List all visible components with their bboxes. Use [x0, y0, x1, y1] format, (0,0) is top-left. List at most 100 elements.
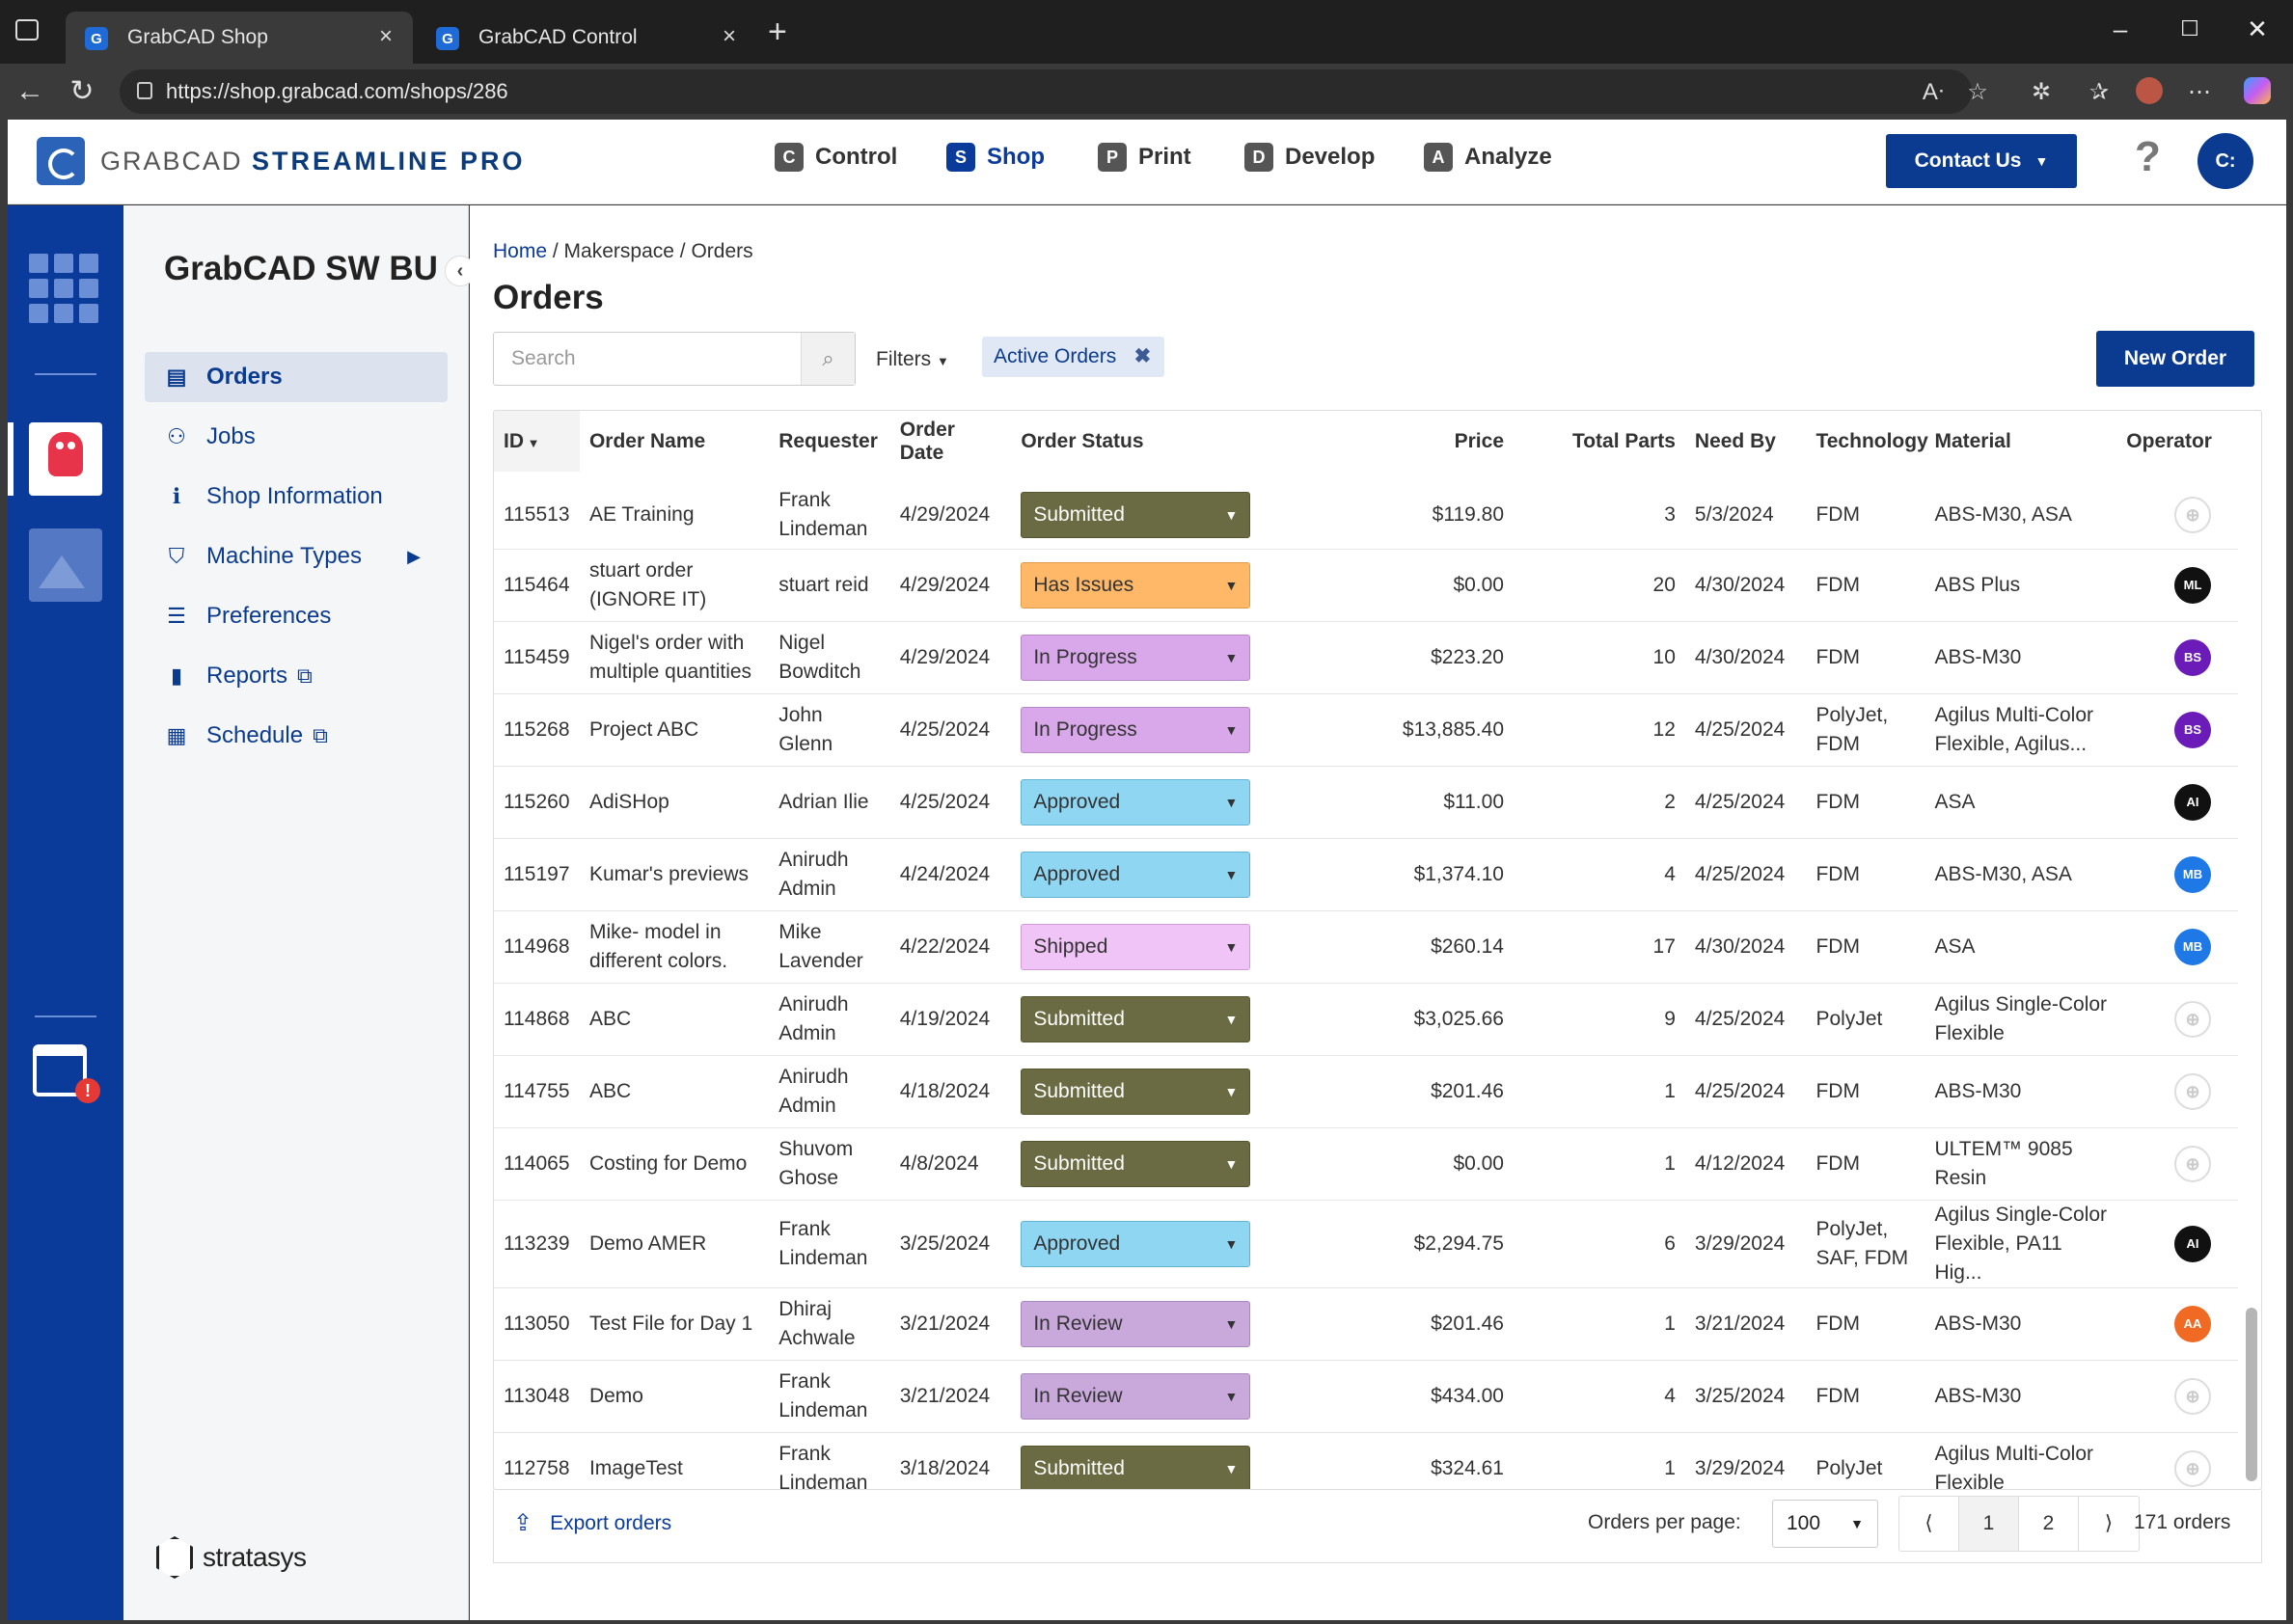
nav-shop[interactable]: S Shop: [946, 143, 1045, 172]
column-header-name[interactable]: Order Name: [579, 411, 770, 477]
table-row[interactable]: 115513 AE Training Frank Lindeman 4/29/2024…: [494, 472, 2238, 550]
assign-operator-icon[interactable]: ⊕: [2174, 1449, 2211, 1487]
operator-avatar[interactable]: BS: [2174, 711, 2211, 748]
table-row[interactable]: 115260 AdiSHop Adrian Ilie 4/25/2024 Approve…: [494, 766, 2238, 839]
column-header-need-by[interactable]: Need By: [1684, 411, 1807, 477]
table-row[interactable]: 115197 Kumar's previews Anirudh Admin 4/24/…: [494, 838, 2238, 911]
remove-filter-icon[interactable]: ✖: [1133, 345, 1152, 367]
column-header-date[interactable]: Order Date: [889, 411, 1012, 477]
close-tab-icon[interactable]: ×: [378, 23, 393, 49]
assign-operator-icon[interactable]: ⊕: [2174, 1145, 2211, 1182]
order-status-select[interactable]: Approved ▼: [1021, 851, 1251, 898]
operator-avatar[interactable]: MB: [2174, 928, 2211, 965]
sidebar-item-jobs[interactable]: ⚇ Jobs: [145, 412, 448, 462]
sidebar-item-orders[interactable]: ▤ Orders: [145, 352, 448, 402]
operator-avatar[interactable]: BS: [2174, 638, 2211, 676]
column-header-id[interactable]: ID ▼: [494, 411, 580, 477]
filters-dropdown[interactable]: Filters ▼: [876, 348, 949, 371]
maximize-icon[interactable]: ☐: [2180, 16, 2199, 41]
order-status-select[interactable]: Approved ▼: [1021, 1220, 1251, 1267]
favorites-icon[interactable]: ✰: [2088, 79, 2110, 105]
nav-control[interactable]: C Control: [775, 143, 897, 172]
operator-avatar[interactable]: AI: [2174, 1225, 2211, 1262]
refresh-icon[interactable]: ↻: [69, 75, 95, 107]
operator-avatar[interactable]: MB: [2174, 855, 2211, 893]
table-scrollbar[interactable]: [2246, 478, 2257, 1481]
order-status-select[interactable]: Approved ▼: [1021, 778, 1251, 826]
scrollbar-thumb[interactable]: [2246, 1308, 2257, 1481]
page-2-button[interactable]: 2: [2019, 1497, 2079, 1551]
table-row[interactable]: 114968 Mike- model in different colors. Mi…: [494, 910, 2238, 984]
close-tab-icon[interactable]: ×: [722, 23, 736, 49]
search-input[interactable]: [509, 344, 779, 373]
order-status-select[interactable]: Submitted ▼: [1021, 1445, 1251, 1489]
order-status-select[interactable]: Shipped ▼: [1021, 923, 1251, 970]
nav-print[interactable]: P Print: [1098, 143, 1191, 172]
order-status-select[interactable]: Has Issues ▼: [1021, 561, 1251, 609]
tab-grabcad-control[interactable]: G GrabCAD Control ×: [417, 12, 756, 64]
assign-operator-icon[interactable]: ⊕: [2174, 1377, 2211, 1415]
operator-avatar[interactable]: AI: [2174, 783, 2211, 821]
user-avatar[interactable]: C:: [2197, 133, 2253, 189]
nav-develop[interactable]: D Develop: [1244, 143, 1375, 172]
column-header-status[interactable]: Order Status: [1011, 411, 1337, 477]
table-row[interactable]: 115464 stuart order (IGNORE IT) stuart rei…: [494, 549, 2238, 622]
prev-page-icon[interactable]: ⟨: [1899, 1497, 1959, 1551]
window-close-icon[interactable]: ✕: [2247, 14, 2268, 43]
table-row[interactable]: 113050 Test File for Day 1 Dhiraj Achwale 3…: [494, 1287, 2238, 1361]
new-tab-icon[interactable]: +: [768, 14, 787, 50]
order-status-select[interactable]: Submitted ▼: [1021, 995, 1251, 1042]
column-header-tech[interactable]: Technology: [1806, 411, 1928, 477]
order-status-select[interactable]: Submitted ▼: [1021, 491, 1251, 538]
assign-operator-icon[interactable]: ⊕: [2174, 1000, 2211, 1038]
assign-operator-icon[interactable]: ⊕: [2174, 496, 2211, 533]
read-aloud-icon[interactable]: Aᐧ: [1922, 79, 1945, 105]
operator-avatar[interactable]: ML: [2174, 566, 2211, 604]
column-header-material[interactable]: Material: [1924, 411, 2117, 477]
contact-us-button[interactable]: Contact Us ▼: [1886, 134, 2077, 188]
order-status-select[interactable]: Submitted ▼: [1021, 1068, 1251, 1115]
help-icon[interactable]: ?: [2135, 133, 2161, 180]
next-page-icon[interactable]: ⟩: [2104, 1512, 2114, 1534]
apps-grid-icon[interactable]: [29, 254, 98, 323]
order-status-select[interactable]: In Review ▼: [1021, 1372, 1251, 1420]
calendar-icon[interactable]: [33, 1044, 87, 1096]
table-row[interactable]: 113048 Demo Frank Lindeman 3/21/2024 In Revi…: [494, 1360, 2238, 1433]
image-placeholder-icon[interactable]: [29, 528, 102, 602]
grabcad-logo-icon[interactable]: [37, 137, 85, 185]
column-header-operator[interactable]: Operator: [2116, 411, 2238, 477]
nav-analyze[interactable]: A Analyze: [1424, 143, 1552, 172]
table-row[interactable]: 115268 Project ABC John Glenn 4/25/2024 In P…: [494, 693, 2238, 767]
order-status-select[interactable]: Submitted ▼: [1021, 1140, 1251, 1187]
table-row[interactable]: 114755 ABC Anirudh Admin 4/18/2024 Submitted…: [494, 1055, 2238, 1128]
operator-avatar[interactable]: AA: [2174, 1305, 2211, 1342]
tab-grabcad-shop[interactable]: G GrabCAD Shop ×: [66, 12, 413, 64]
more-icon[interactable]: ⋯: [2188, 79, 2211, 105]
sidebar-item-shop-information[interactable]: ℹ Shop Information: [145, 472, 448, 522]
order-status-select[interactable]: In Progress ▼: [1021, 634, 1251, 681]
table-row[interactable]: 114065 Costing for Demo Shuvom Ghose 4/8/20…: [494, 1127, 2238, 1201]
table-row[interactable]: 114868 ABC Anirudh Admin 4/19/2024 Submitted…: [494, 983, 2238, 1056]
app-logo-text[interactable]: GRABCAD STREAMLINE PRO: [100, 147, 526, 176]
sidebar-item-preferences[interactable]: ☰ Preferences: [145, 591, 448, 641]
new-order-button[interactable]: New Order: [2096, 331, 2254, 387]
order-status-select[interactable]: In Progress ▼: [1021, 706, 1251, 753]
column-header-price[interactable]: Price: [1336, 411, 1514, 477]
profile-icon[interactable]: [2134, 77, 2165, 108]
url-input[interactable]: https://shop.grabcad.com/shops/286: [120, 69, 1972, 114]
assign-operator-icon[interactable]: ⊕: [2174, 1072, 2211, 1110]
back-icon[interactable]: ←: [15, 75, 44, 107]
sidebar-item-schedule[interactable]: ▦ Schedule ⧉: [145, 711, 448, 761]
favorite-star-icon[interactable]: ☆: [1967, 79, 1988, 105]
tab-actions-icon[interactable]: [15, 19, 39, 41]
shop-avatar[interactable]: [8, 422, 102, 496]
column-header-parts[interactable]: Total Parts: [1514, 411, 1685, 477]
order-status-select[interactable]: In Review ▼: [1021, 1300, 1251, 1347]
sidebar-item-machine-types[interactable]: ⛉ Machine Types ▶: [145, 531, 448, 582]
page-1-button[interactable]: 1: [1959, 1497, 2019, 1551]
table-row[interactable]: 113239 Demo AMER Frank Lindeman 3/25/2024 Ap…: [494, 1200, 2238, 1288]
export-orders-link[interactable]: ⇪ Export orders: [513, 1509, 671, 1537]
table-row[interactable]: 112758 ImageTest Frank Lindeman 3/18/2024 Su…: [494, 1432, 2238, 1489]
breadcrumb-home[interactable]: Home: [493, 240, 548, 262]
copilot-icon[interactable]: [2242, 77, 2273, 108]
